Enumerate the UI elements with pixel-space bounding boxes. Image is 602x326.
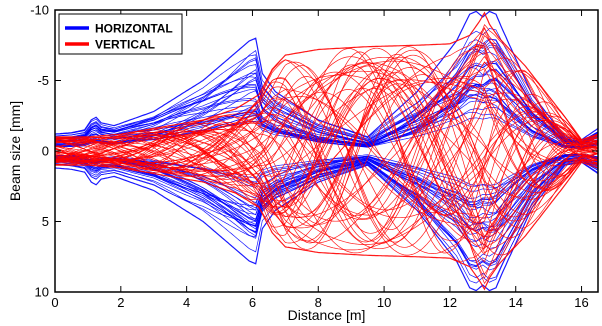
trajectory-vertical bbox=[54, 51, 599, 254]
trajectory-vertical bbox=[55, 70, 599, 250]
trajectory-vertical bbox=[54, 120, 599, 245]
trajectory-vertical bbox=[54, 65, 599, 263]
envelope-lower-horizontal bbox=[54, 161, 599, 292]
plot-traces bbox=[54, 10, 599, 292]
y-tick-label: -5 bbox=[37, 73, 49, 88]
trajectory-horizontal bbox=[54, 62, 599, 146]
y-axis-label: Beam size [mm] bbox=[7, 101, 23, 201]
trajectory-vertical bbox=[54, 71, 599, 250]
trajectory-vertical bbox=[54, 46, 599, 243]
trajectory-vertical bbox=[54, 53, 599, 279]
x-tick-label: 10 bbox=[377, 295, 391, 310]
legend-label-horizontal: HORIZONTAL bbox=[95, 22, 173, 36]
trajectory-vertical bbox=[54, 46, 599, 256]
trajectory-horizontal bbox=[55, 77, 599, 148]
trajectory-vertical bbox=[54, 98, 599, 238]
trajectory-vertical bbox=[55, 56, 599, 275]
trajectory-horizontal bbox=[54, 153, 599, 215]
trajectory-vertical bbox=[54, 55, 599, 222]
y-tick-label: 10 bbox=[35, 285, 49, 300]
trajectory-vertical bbox=[54, 74, 599, 198]
trajectory-vertical bbox=[54, 49, 599, 244]
trajectory-vertical bbox=[54, 77, 599, 246]
trajectory-horizontal bbox=[54, 160, 599, 284]
y-tick-label: -10 bbox=[30, 3, 49, 18]
series-vertical bbox=[54, 11, 599, 291]
y-tick-label: 5 bbox=[42, 214, 49, 229]
legend-box bbox=[58, 13, 183, 55]
x-tick-label: 6 bbox=[249, 295, 256, 310]
trajectory-vertical bbox=[55, 24, 599, 254]
trajectory-vertical bbox=[54, 31, 599, 243]
trajectory-vertical bbox=[54, 27, 599, 244]
x-tick-label: 12 bbox=[443, 295, 457, 310]
x-tick-label: 2 bbox=[117, 295, 124, 310]
legend: HORIZONTAL VERTICAL bbox=[58, 13, 183, 55]
envelope-upper-horizontal bbox=[54, 10, 599, 141]
trajectory-vertical bbox=[54, 34, 599, 244]
x-tick-label: 8 bbox=[315, 295, 322, 310]
trajectory-vertical bbox=[54, 83, 599, 237]
trajectory-vertical bbox=[55, 81, 599, 217]
trajectory-vertical bbox=[54, 96, 599, 219]
trajectory-vertical bbox=[54, 52, 599, 231]
trajectory-horizontal bbox=[54, 154, 599, 238]
x-tick-label: 14 bbox=[508, 295, 522, 310]
x-tick-label: 4 bbox=[183, 295, 190, 310]
x-axis-label: Distance [m] bbox=[288, 307, 366, 323]
y-axis-ticks: -10 -5 0 5 10 bbox=[30, 3, 598, 300]
envelope-lower-vertical bbox=[55, 161, 599, 291]
x-tick-label: 0 bbox=[51, 295, 58, 310]
envelope-upper-vertical bbox=[55, 11, 599, 141]
trajectory-vertical bbox=[54, 61, 599, 218]
x-tick-label: 16 bbox=[574, 295, 588, 310]
legend-label-vertical: VERTICAL bbox=[95, 38, 155, 52]
y-tick-label: 0 bbox=[42, 144, 49, 159]
trajectory-vertical bbox=[54, 77, 599, 220]
trajectory-vertical bbox=[54, 88, 599, 224]
x-axis-ticks: 0 2 4 6 8 10 12 14 16 bbox=[51, 10, 589, 310]
trajectory-vertical bbox=[55, 81, 599, 202]
trajectory-vertical bbox=[54, 89, 599, 239]
